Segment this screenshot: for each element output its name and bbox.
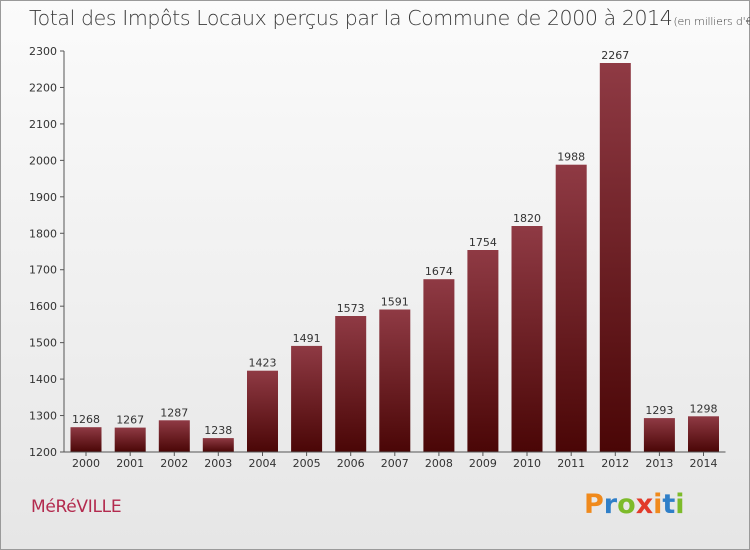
x-tick-label-2004: 2004 <box>249 457 277 470</box>
bar-2011 <box>555 164 587 452</box>
data-label-2014: 1298 <box>690 402 718 415</box>
logo-letter: o <box>617 489 636 520</box>
x-tick-label-2007: 2007 <box>381 457 409 470</box>
logo-letter: t <box>662 489 676 520</box>
bar-2012 <box>599 63 631 452</box>
x-tick-label-2002: 2002 <box>160 457 188 470</box>
data-label-2007: 1591 <box>381 296 409 309</box>
logo-letter: x <box>635 489 654 520</box>
data-label-2009: 1754 <box>469 236 497 249</box>
x-axis: 2000 2001 2002 2003 2004 2005 2006 2007 2008 2009… <box>64 451 726 470</box>
y-tick-label: 2100 <box>29 118 57 131</box>
bar-2005 <box>291 345 323 452</box>
x-tick-label-2011: 2011 <box>557 457 585 470</box>
bar-2009 <box>467 250 499 452</box>
y-tick-label: 2000 <box>29 154 57 167</box>
data-label-2013: 1293 <box>645 404 673 417</box>
y-tick-label: 1200 <box>29 446 57 459</box>
chart-title: Total des Impôts Locaux perçus par la Co… <box>29 6 750 30</box>
logo-letter: P <box>584 489 604 520</box>
data-label-2005: 1491 <box>293 332 321 345</box>
commune-name: MéRéVILLE <box>31 497 122 517</box>
x-tick-label-2012: 2012 <box>601 457 629 470</box>
y-tick-label: 1300 <box>29 410 57 423</box>
bars <box>70 63 719 452</box>
chart-title-text: Total des Impôts Locaux perçus par la Co… <box>29 6 673 30</box>
bar-2006 <box>335 316 367 452</box>
y-tick-label: 1600 <box>29 300 57 313</box>
x-tick-label-2006: 2006 <box>337 457 365 470</box>
chart-subtitle: (en milliers d'€) <box>673 15 750 28</box>
bar-2002 <box>158 420 190 452</box>
x-tick-label-2013: 2013 <box>645 457 673 470</box>
data-label-2006: 1573 <box>337 302 365 315</box>
bar-2010 <box>511 226 543 452</box>
logo-letter: i <box>675 489 685 520</box>
x-tick-label-2005: 2005 <box>293 457 321 470</box>
bar-2013 <box>643 418 675 452</box>
bar-2000 <box>70 427 102 452</box>
y-axis: 1200 1300 1400 1500 1600 1700 1800 1900 2000 2100… <box>29 45 65 459</box>
y-tick-label: 2200 <box>29 81 57 94</box>
bar-2008 <box>423 279 455 452</box>
x-tick-label-2000: 2000 <box>72 457 100 470</box>
y-tick-label: 2300 <box>29 45 57 58</box>
proxiti-logo: Proxiti <box>584 489 685 520</box>
data-label-2012: 2267 <box>601 49 629 62</box>
data-label-2010: 1820 <box>513 212 541 225</box>
data-label-2004: 1423 <box>249 357 277 370</box>
x-tick-label-2008: 2008 <box>425 457 453 470</box>
data-label-2011: 1988 <box>557 151 585 164</box>
y-tick-label: 1800 <box>29 227 57 240</box>
data-labels: 1268 1267 1287 1238 1423 1491 1573 1591 1674 1754… <box>72 49 718 437</box>
y-tick-label: 1500 <box>29 337 57 350</box>
logo-letter: r <box>603 489 618 520</box>
bar-2003 <box>202 438 234 452</box>
data-label-2002: 1287 <box>160 406 188 419</box>
y-tick-label: 1900 <box>29 191 57 204</box>
bar-2001 <box>114 427 146 452</box>
x-tick-label-2010: 2010 <box>513 457 541 470</box>
x-tick-label-2001: 2001 <box>116 457 144 470</box>
x-tick-label-2003: 2003 <box>204 457 232 470</box>
data-label-2001: 1267 <box>116 414 144 427</box>
bar-2007 <box>379 309 411 452</box>
y-tick-label: 1400 <box>29 373 57 386</box>
data-label-2000: 1268 <box>72 413 100 426</box>
y-tick-label: 1700 <box>29 264 57 277</box>
bar-2004 <box>247 370 278 452</box>
data-label-2003: 1238 <box>204 424 232 437</box>
bar-2014 <box>688 416 719 452</box>
data-label-2008: 1674 <box>425 265 453 278</box>
x-tick-label-2009: 2009 <box>469 457 497 470</box>
x-tick-label-2014: 2014 <box>690 457 718 470</box>
logo-letter: i <box>653 489 663 520</box>
